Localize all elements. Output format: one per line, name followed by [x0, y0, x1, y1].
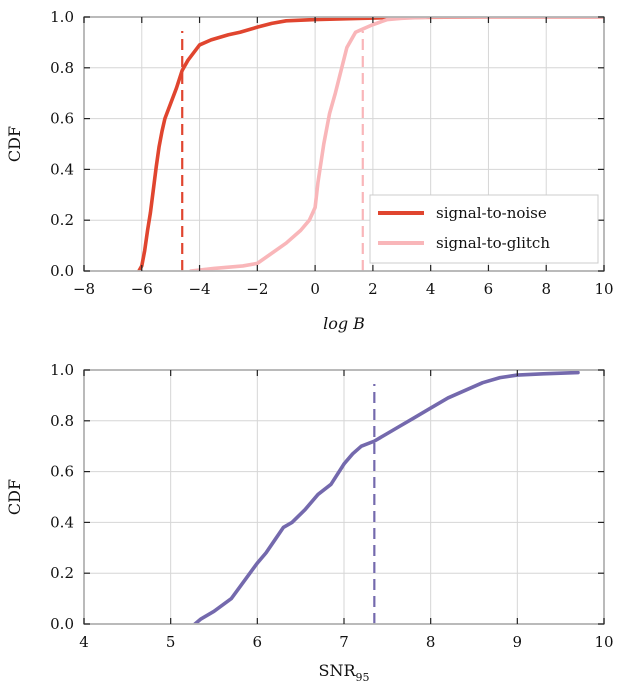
x-axis-label-subscript: 95 — [356, 671, 370, 683]
series-line-signal-to-glitch — [189, 17, 604, 271]
y-tick-label: 0.4 — [50, 160, 74, 178]
y-tick-label: 0.6 — [50, 463, 74, 481]
y-tick-label: 0.4 — [50, 513, 74, 531]
y-tick-label: 1.0 — [50, 361, 74, 379]
x-tick-label: 0 — [310, 280, 320, 298]
x-axis-label-main: SNR — [318, 661, 356, 680]
y-axis-label: CDF — [5, 126, 24, 162]
tick-marks — [83, 369, 605, 625]
y-axis-label: CDF — [5, 479, 24, 515]
x-tick-label: −6 — [131, 280, 153, 298]
y-tick-label: 1.0 — [50, 8, 74, 26]
x-tick-label: 7 — [339, 633, 349, 651]
x-tick-label: 10 — [594, 633, 613, 651]
x-tick-label: 4 — [79, 633, 89, 651]
x-axis-label: log B — [323, 314, 365, 333]
x-tick-label: −4 — [188, 280, 210, 298]
series-group — [193, 370, 580, 624]
y-tick-label: 0.2 — [50, 564, 74, 582]
series-line-cdf — [193, 370, 580, 624]
plot-frame — [83, 16, 605, 272]
y-tick-label: 0.8 — [50, 59, 74, 77]
x-tick-label: 8 — [541, 280, 551, 298]
x-tick-label: −8 — [73, 280, 95, 298]
series-group — [137, 17, 604, 271]
y-tick-label: 0.2 — [50, 211, 74, 229]
x-tick-label: 6 — [484, 280, 494, 298]
legend: signal-to-noise signal-to-glitch — [369, 194, 599, 264]
top-panel: −8 −6 −4 −2 0 2 4 6 8 10 0.0 0.2 0.4 0.6 0.8 1.0 CDF log … — [5, 8, 614, 333]
legend-label: signal-to-noise — [436, 204, 547, 222]
tick-marks — [83, 16, 605, 272]
x-tick-label: 9 — [513, 633, 523, 651]
legend-label: signal-to-glitch — [436, 234, 550, 252]
series-line-signal-to-noise — [137, 17, 604, 271]
y-tick-label: 0.0 — [50, 615, 74, 633]
x-tick-label: 6 — [253, 633, 263, 651]
y-tick-label: 0.0 — [50, 262, 74, 280]
x-tick-label: 4 — [426, 280, 436, 298]
y-tick-label: 0.8 — [50, 412, 74, 430]
bottom-panel: 4 5 6 7 8 9 10 0.0 0.2 0.4 0.6 0.8 1.0 CDF SNR95 — [5, 361, 614, 684]
x-tick-label: 5 — [166, 633, 176, 651]
x-axis-label: SNR95 — [318, 661, 369, 683]
x-tick-label: −2 — [246, 280, 268, 298]
y-tick-label: 0.6 — [50, 110, 74, 128]
x-tick-label: 2 — [368, 280, 378, 298]
grid-lines — [83, 369, 605, 625]
legend-box — [369, 194, 599, 264]
x-tick-label: 8 — [426, 633, 436, 651]
x-tick-label: 10 — [594, 280, 613, 298]
